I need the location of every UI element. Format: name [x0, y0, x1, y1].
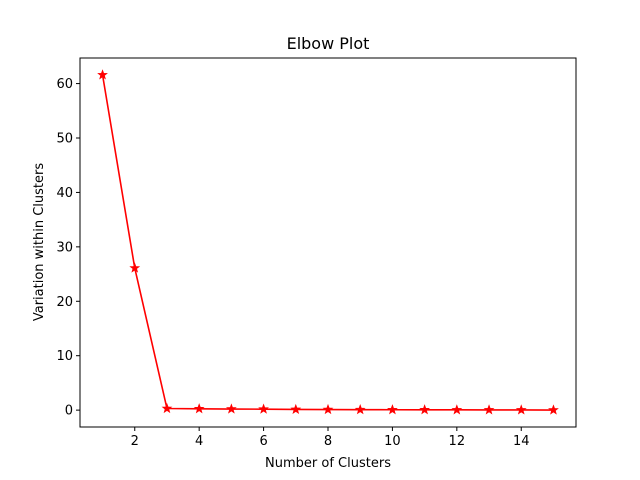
data-point — [161, 402, 173, 414]
y-axis-ticks: 0 10 20 30 40 50 60 — [56, 77, 80, 419]
data-point — [419, 404, 431, 415]
chart-title: Elbow Plot — [287, 34, 370, 53]
x-tick-label: 8 — [324, 434, 332, 449]
data-point — [129, 262, 141, 273]
data-point — [290, 403, 302, 415]
data-point — [97, 69, 108, 80]
data-point — [387, 404, 398, 415]
y-tick-label: 0 — [65, 404, 73, 419]
x-tick-label: 4 — [195, 434, 203, 449]
plot-frame — [79, 57, 577, 428]
y-tick-label: 40 — [56, 186, 73, 201]
data-point — [548, 404, 559, 415]
x-tick-label: 12 — [449, 434, 466, 449]
y-axis-label: Variation within Clusters — [32, 163, 47, 322]
plot-marks — [97, 69, 559, 415]
data-point — [451, 404, 463, 415]
data-point — [483, 404, 495, 415]
data-point — [225, 403, 237, 414]
x-tick-label: 14 — [513, 434, 530, 449]
y-tick-label: 50 — [56, 132, 73, 147]
data-point — [515, 404, 527, 415]
x-tick-label: 6 — [259, 434, 267, 449]
y-tick-label: 10 — [56, 349, 73, 364]
data-point — [354, 404, 366, 415]
y-tick-label: 20 — [56, 295, 73, 310]
data-point — [322, 403, 334, 415]
x-tick-label: 10 — [384, 434, 401, 449]
x-tick-label: 2 — [131, 434, 139, 449]
y-tick-label: 30 — [56, 240, 73, 255]
x-axis-label: Number of Clusters — [265, 456, 391, 471]
x-axis-ticks: 2 4 6 8 10 12 14 — [131, 427, 530, 449]
y-tick-label: 60 — [56, 77, 73, 92]
data-point — [193, 403, 205, 414]
data-point — [258, 403, 269, 414]
